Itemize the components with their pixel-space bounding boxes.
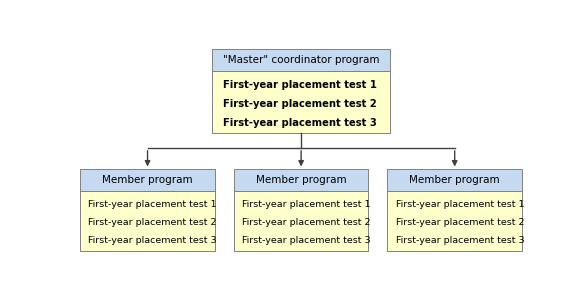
Text: First-year placement test 2: First-year placement test 2 xyxy=(223,99,377,109)
Text: Member program: Member program xyxy=(256,175,346,185)
Text: First-year placement test 1: First-year placement test 1 xyxy=(242,200,370,209)
Bar xyxy=(81,169,215,191)
Bar xyxy=(387,169,522,191)
Bar xyxy=(212,71,390,133)
Text: First-year placement test 3: First-year placement test 3 xyxy=(223,118,377,128)
Text: "Master" coordinator program: "Master" coordinator program xyxy=(223,55,380,65)
Bar xyxy=(234,191,368,251)
Text: First-year placement test 2: First-year placement test 2 xyxy=(242,218,370,227)
Bar xyxy=(212,49,390,71)
Text: First-year placement test 1: First-year placement test 1 xyxy=(88,200,217,209)
Text: First-year placement test 2: First-year placement test 2 xyxy=(396,218,524,227)
Text: First-year placement test 1: First-year placement test 1 xyxy=(396,200,524,209)
Bar xyxy=(234,169,368,191)
Text: First-year placement test 3: First-year placement test 3 xyxy=(88,236,217,245)
Text: Member program: Member program xyxy=(409,175,500,185)
Text: First-year placement test 1: First-year placement test 1 xyxy=(223,80,377,90)
Bar xyxy=(387,191,522,251)
Text: Member program: Member program xyxy=(102,175,193,185)
Bar xyxy=(81,191,215,251)
Text: First-year placement test 3: First-year placement test 3 xyxy=(396,236,524,245)
Text: First-year placement test 3: First-year placement test 3 xyxy=(242,236,370,245)
Text: First-year placement test 2: First-year placement test 2 xyxy=(88,218,217,227)
